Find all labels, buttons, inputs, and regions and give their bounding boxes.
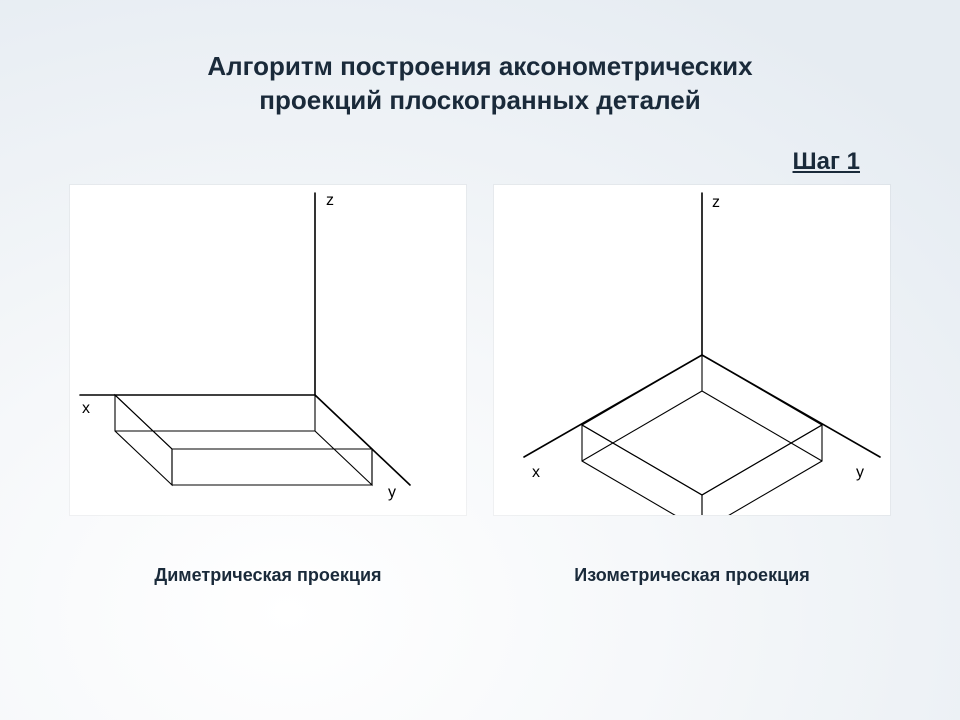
- isometric-panel: z x y: [494, 185, 890, 515]
- isometric-axes: z x y: [524, 193, 880, 481]
- dimetric-front-face: [172, 449, 372, 485]
- slide: Алгоритм построения аксонометрических пр…: [0, 0, 960, 720]
- isometric-svg: z x y: [494, 185, 890, 515]
- dimetric-z-label: z: [326, 192, 334, 209]
- step-label: Шаг 1: [793, 148, 860, 176]
- isometric-hidden-right: [702, 391, 822, 461]
- dimetric-left-face: [115, 395, 172, 485]
- isometric-z-label: z: [712, 194, 720, 211]
- dimetric-panel: z x y: [70, 185, 466, 515]
- diagram-panels: z x y: [70, 185, 890, 515]
- dimetric-y-label: y: [388, 484, 396, 501]
- caption-row: Диметрическая проекция Изометрическая пр…: [70, 565, 890, 586]
- isometric-right-face: [702, 425, 822, 515]
- dimetric-svg: z x y: [70, 185, 466, 515]
- slide-title: Алгоритм построения аксонометрических пр…: [0, 50, 960, 118]
- isometric-caption: Изометрическая проекция: [494, 565, 890, 586]
- isometric-left-face: [582, 425, 702, 515]
- isometric-hidden-left: [582, 391, 702, 461]
- title-line-1: Алгоритм построения аксонометрических: [207, 51, 752, 81]
- title-line-2: проекций плоскогранных деталей: [259, 85, 700, 115]
- dimetric-caption: Диметрическая проекция: [70, 565, 466, 586]
- dimetric-top-face: [115, 395, 372, 449]
- isometric-y-label: y: [856, 464, 864, 481]
- isometric-x-label: x: [532, 464, 540, 481]
- dimetric-x-label: x: [82, 400, 90, 417]
